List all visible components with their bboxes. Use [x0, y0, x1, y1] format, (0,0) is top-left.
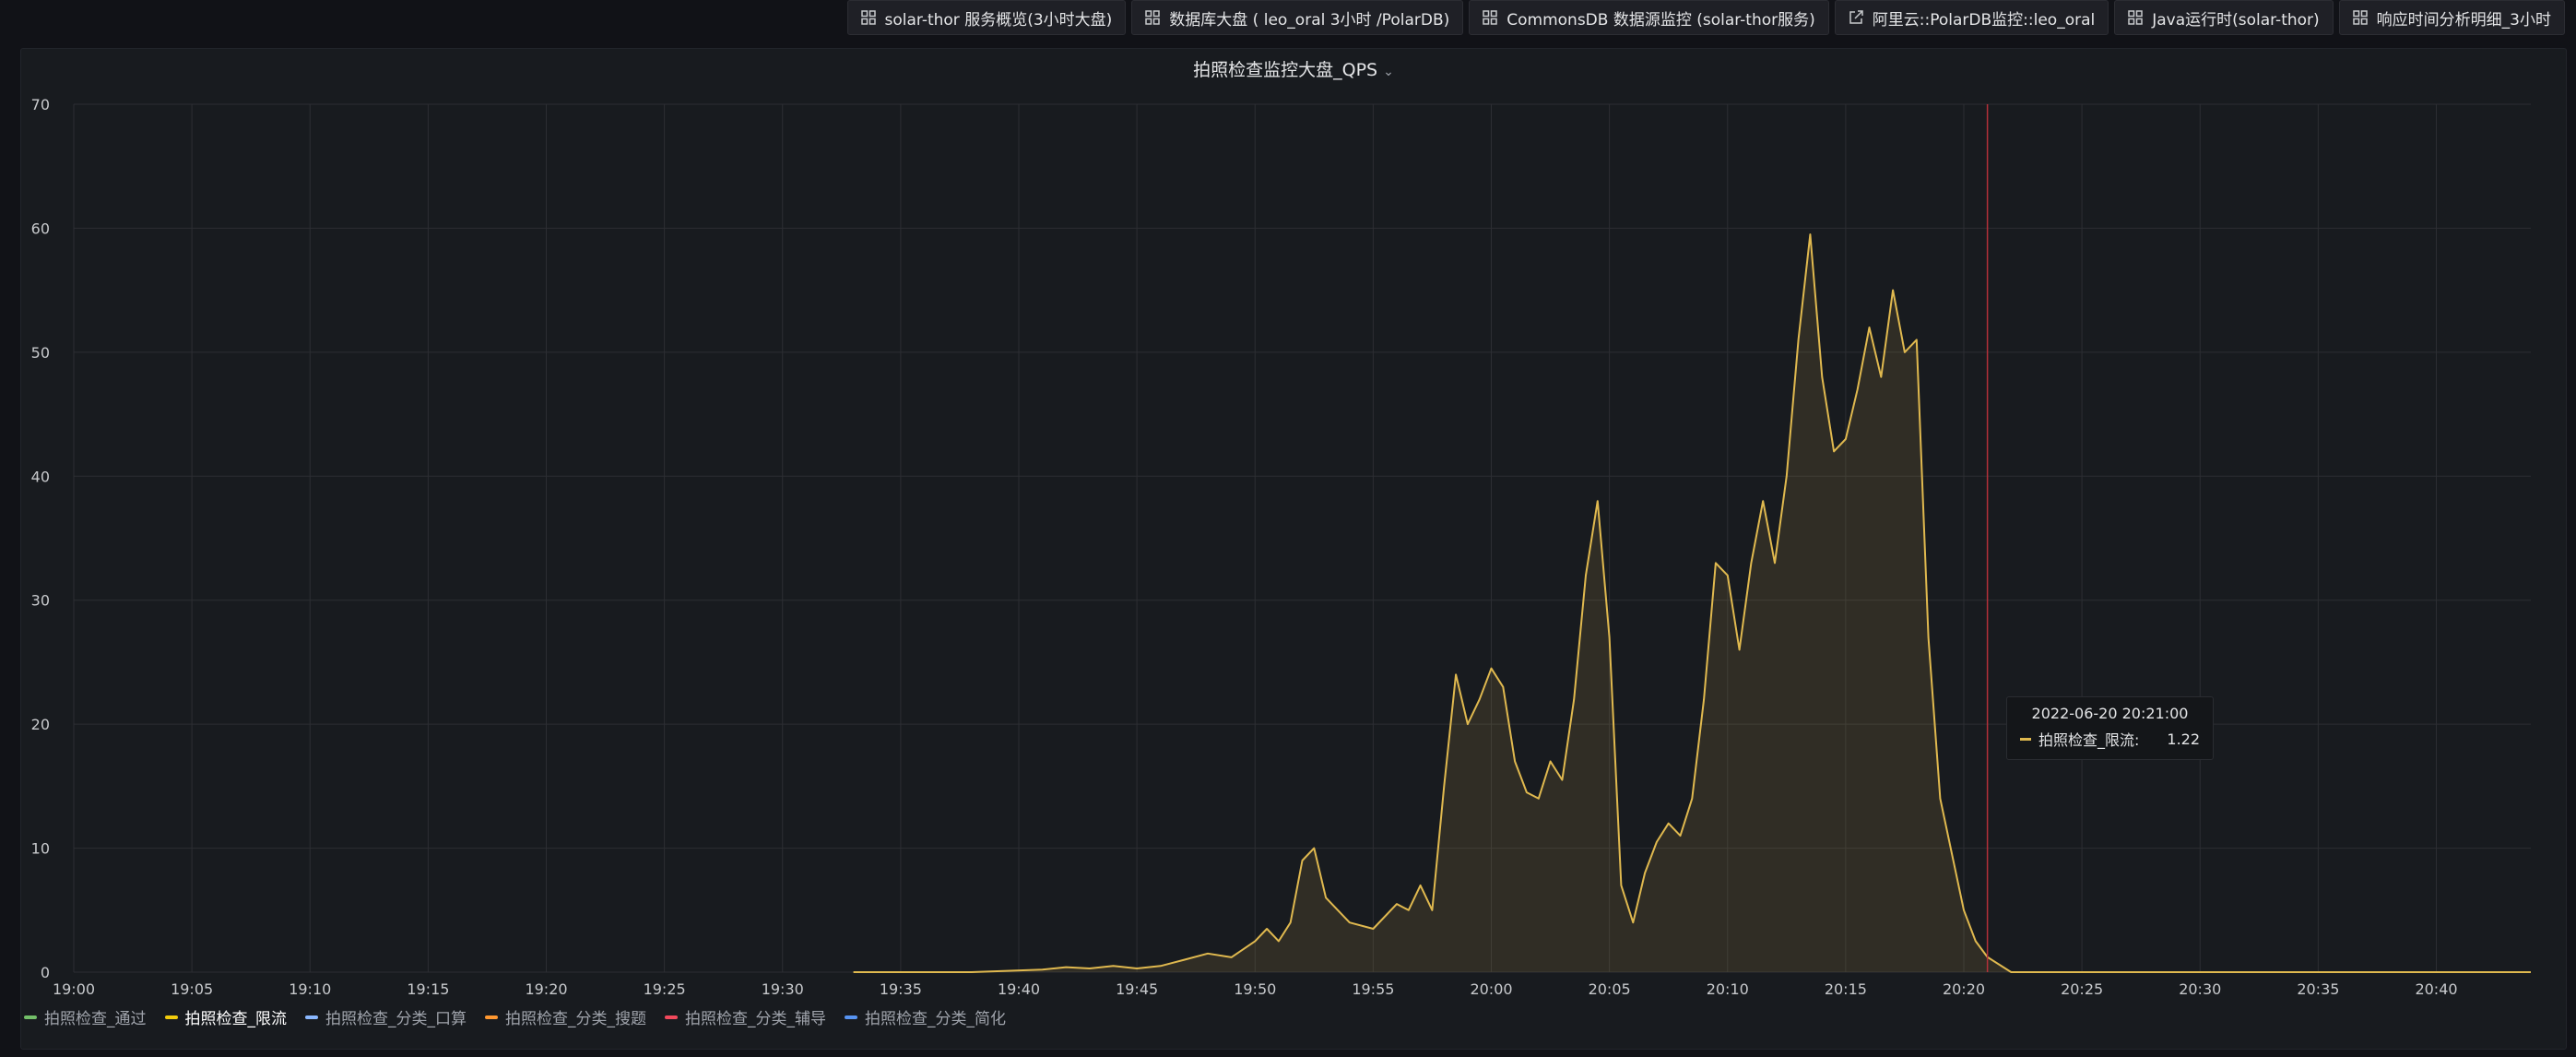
legend-swatch — [24, 1015, 37, 1019]
legend-label: 拍照检查_分类_搜题 — [505, 1010, 646, 1028]
x-tick-label: 20:10 — [1707, 980, 1749, 998]
dashboard-grid-icon — [2352, 10, 2368, 25]
legend-swatch — [305, 1015, 318, 1019]
x-tick-label: 20:15 — [1825, 980, 1867, 998]
x-tick-label: 19:15 — [407, 980, 449, 998]
x-tick-label: 20:00 — [1470, 980, 1512, 998]
dashboard-grid-icon — [1483, 10, 1497, 25]
dashboard-link-5[interactable]: 响应时间分析明细_3小时 — [2338, 0, 2565, 35]
dashboard-link-1[interactable]: 数据库大盘 ( leo_oral 3小时 /PolarDB) — [1131, 0, 1464, 35]
legend-label: 拍照检查_通过 — [44, 1010, 147, 1028]
x-tick-label: 19:25 — [644, 980, 686, 998]
series-line — [853, 233, 2531, 973]
legend-label: 拍照检查_分类_简化 — [865, 1010, 1006, 1028]
dashboard-grid-icon — [2128, 10, 2143, 25]
legend-swatch — [164, 1015, 178, 1019]
dashboard-links: solar-thor 服务概览(3小时大盘) 数据库大盘 ( leo_oral 3… — [846, 0, 2565, 35]
legend-label: 拍照检查_限流 — [184, 1010, 288, 1028]
x-tick-label: 20:05 — [1589, 980, 1631, 998]
graph-panel: 拍照检查监控大盘_QPS ⌄ — [20, 48, 2567, 1050]
dashboard-grid-icon — [1145, 10, 1161, 25]
y-tick-label: 30 — [31, 592, 50, 610]
y-tick-label: 40 — [31, 468, 50, 485]
x-tick-label: 19:20 — [525, 980, 567, 998]
x-tick-label: 19:30 — [762, 980, 804, 998]
external-link-icon — [1849, 10, 1863, 25]
dashboard-link-2[interactable]: CommonsDB 数据源监控 (solar-thor服务) — [1469, 0, 1829, 35]
dashboard-link-label: 响应时间分析明细_3小时 — [2376, 10, 2551, 30]
panel-title[interactable]: 拍照检查监控大盘_QPS ⌄ — [21, 56, 2566, 81]
chevron-down-icon: ⌄ — [1383, 65, 1394, 79]
legend-swatch — [845, 1015, 857, 1019]
dashboard-link-label: 数据库大盘 ( leo_oral 3小时 /PolarDB) — [1169, 10, 1450, 30]
series-area — [853, 234, 2531, 973]
legend-item[interactable]: 拍照检查_分类_口算 — [305, 1005, 467, 1028]
legend-item[interactable]: 拍照检查_分类_简化 — [845, 1005, 1006, 1028]
x-tick-label: 19:00 — [53, 980, 95, 998]
x-tick-label: 20:20 — [1943, 980, 1985, 998]
dashboard-link-label: CommonsDB 数据源监控 (solar-thor服务) — [1507, 10, 1815, 30]
x-tick-label: 20:25 — [2061, 980, 2103, 998]
legend-item[interactable]: 拍照检查_分类_辅导 — [665, 1005, 826, 1028]
tooltip-time: 2022-06-20 20:21:00 — [2031, 705, 2189, 722]
panel-title-text: 拍照检查监控大盘_QPS — [1193, 60, 1378, 80]
tooltip-series-swatch — [2020, 737, 2031, 741]
y-tick-label: 0 — [41, 964, 50, 981]
x-tick-label: 19:05 — [171, 980, 213, 998]
legend-swatch — [485, 1015, 498, 1019]
dashboard-link-0[interactable]: solar-thor 服务概览(3小时大盘) — [846, 0, 1127, 35]
x-tick-label: 19:40 — [998, 980, 1040, 998]
y-tick-label: 10 — [31, 840, 50, 858]
dashboard-grid-icon — [860, 10, 876, 25]
hover-tooltip: 2022-06-20 20:21:00 拍照检查_限流: 1.22 — [2006, 696, 2215, 760]
legend-item[interactable]: 拍照检查_限流 — [164, 1005, 288, 1028]
x-tick-label: 19:10 — [289, 980, 331, 998]
dashboard-link-3[interactable]: 阿里云::PolarDB监控::leo_oral — [1834, 0, 2109, 35]
dashboard-link-label: Java运行时(solar-thor) — [2152, 10, 2320, 30]
tooltip-value: 1.22 — [2167, 730, 2201, 748]
x-tick-label: 20:40 — [2415, 980, 2457, 998]
legend-label: 拍照检查_分类_辅导 — [685, 1010, 826, 1028]
x-tick-label: 19:45 — [1116, 980, 1158, 998]
top-bar: solar-thor 服务概览(3小时大盘) 数据库大盘 ( leo_oral 3… — [0, 0, 2576, 46]
y-tick-label: 60 — [31, 220, 50, 237]
tooltip-series-name: 拍照检查_限流: — [2038, 731, 2140, 749]
dashboard-link-label: solar-thor 服务概览(3小时大盘) — [884, 10, 1113, 30]
legend-label: 拍照检查_分类_口算 — [325, 1010, 467, 1028]
legend-item[interactable]: 拍照检查_分类_搜题 — [485, 1005, 646, 1028]
x-tick-label: 19:55 — [1352, 980, 1394, 998]
legend-swatch — [665, 1015, 678, 1019]
chart-legend: 拍照检查_通过 拍照检查_限流 拍照检查_分类_口算 拍照检查_分类_搜题 拍照检查_分… — [24, 1005, 1006, 1028]
y-tick-label: 20 — [31, 716, 50, 733]
legend-item[interactable]: 拍照检查_通过 — [24, 1005, 147, 1028]
x-tick-label: 20:30 — [2179, 980, 2221, 998]
dashboard-link-label: 阿里云::PolarDB监控::leo_oral — [1872, 10, 2096, 30]
y-tick-label: 50 — [31, 344, 50, 362]
x-tick-label: 19:35 — [880, 980, 922, 998]
y-tick-label: 70 — [31, 96, 50, 113]
x-tick-label: 19:50 — [1234, 980, 1276, 998]
dashboard-link-4[interactable]: Java运行时(solar-thor) — [2114, 0, 2334, 35]
x-tick-label: 20:35 — [2297, 980, 2339, 998]
